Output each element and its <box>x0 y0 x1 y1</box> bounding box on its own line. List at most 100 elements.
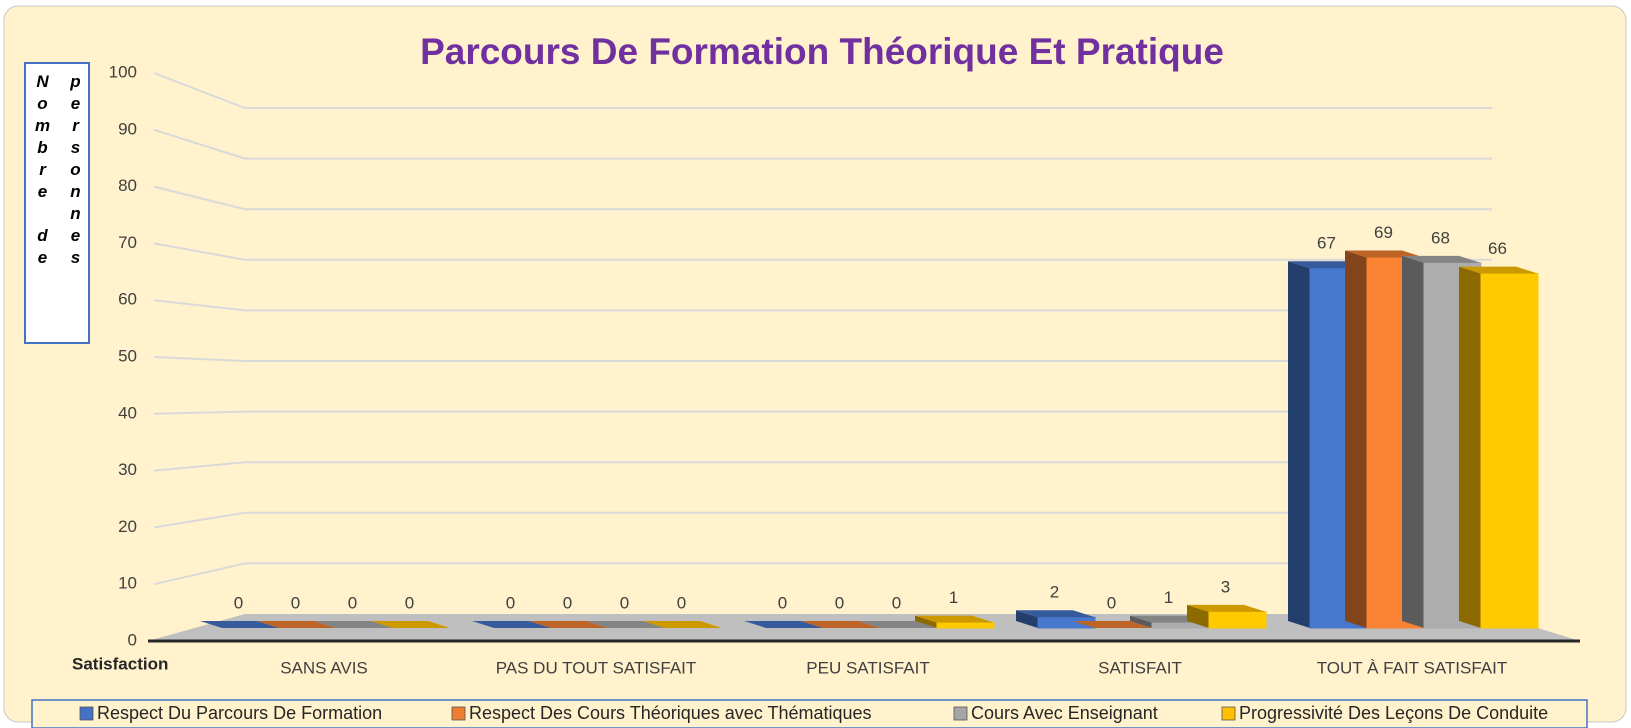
bar-side <box>1345 250 1367 628</box>
value-label: 0 <box>835 593 844 612</box>
value-label: 0 <box>234 593 243 612</box>
legend-swatch <box>79 706 94 721</box>
x-tick-label: PEU SATISFAIT <box>806 658 929 677</box>
legend-label: Respect Du Parcours De Formation <box>97 703 382 723</box>
bar <box>257 621 336 628</box>
bar <box>200 621 279 628</box>
bar-side <box>1130 615 1152 628</box>
value-label: 68 <box>1431 228 1450 247</box>
value-label: 0 <box>563 593 572 612</box>
bar-top <box>1073 621 1152 628</box>
bar-top <box>529 621 608 628</box>
value-label: 1 <box>949 588 958 607</box>
x-tick-label: SATISFAIT <box>1098 658 1182 677</box>
grid-line <box>153 410 1492 415</box>
bar <box>744 621 823 628</box>
legend <box>31 699 1588 728</box>
grid-line <box>153 356 1492 362</box>
bar-top <box>472 621 551 628</box>
y-tick-label: 20 <box>118 517 137 536</box>
value-label: 0 <box>506 593 515 612</box>
legend-swatch <box>1221 706 1236 721</box>
y-tick-label: 30 <box>118 460 137 479</box>
y-tick-label: 0 <box>128 630 137 649</box>
y-tick-label: 50 <box>118 346 137 365</box>
value-label: 67 <box>1317 234 1336 253</box>
bar-top <box>1345 250 1424 258</box>
legend-swatch <box>451 706 466 721</box>
x-axis-label: Satisfaction <box>72 654 168 673</box>
bar-side <box>1288 261 1310 628</box>
bar <box>314 621 393 628</box>
legend-label: Respect Des Cours Théoriques avec Thémat… <box>469 703 872 723</box>
x-tick-label: PAS DU TOUT SATISFAIT <box>496 658 697 677</box>
bar-front <box>936 622 995 629</box>
value-label: 0 <box>892 593 901 612</box>
grid-line <box>153 242 1492 261</box>
bar-side <box>915 615 937 628</box>
legend-label: Cours Avec Enseignant <box>971 703 1158 723</box>
bar-side <box>1459 266 1481 628</box>
grid-line <box>153 299 1492 312</box>
bar-top <box>1016 610 1095 618</box>
chart-title: Parcours De Formation Théorique Et Prati… <box>420 31 1224 72</box>
bar-top <box>200 621 279 628</box>
y-tick-label: 60 <box>118 290 137 309</box>
bar <box>1402 255 1482 629</box>
grid-line <box>153 185 1492 211</box>
bar <box>371 621 450 628</box>
bar-top <box>586 621 665 628</box>
bar-top <box>744 621 823 628</box>
y-tick-label: 40 <box>118 403 137 422</box>
bar <box>1187 604 1267 629</box>
bar <box>1073 621 1152 628</box>
bar <box>529 621 608 628</box>
x-tick-label: TOUT À FAIT SATISFAIT <box>1317 658 1508 677</box>
bar-top <box>314 621 393 628</box>
bar <box>586 621 665 628</box>
bar <box>643 621 722 628</box>
bar <box>1016 610 1096 629</box>
y-tick-label: 90 <box>118 119 137 138</box>
bar <box>858 621 937 628</box>
bar-top <box>915 615 994 623</box>
grid-line <box>153 562 1492 586</box>
bar <box>915 615 995 629</box>
x-tick-label: SANS AVIS <box>280 658 368 677</box>
bar-side <box>1402 255 1424 628</box>
bar-side <box>1016 610 1038 628</box>
bar <box>1459 266 1539 629</box>
legend-swatch <box>953 706 968 721</box>
value-label: 0 <box>291 593 300 612</box>
value-label: 0 <box>348 593 357 612</box>
value-label: 1 <box>1164 588 1173 607</box>
grid-line <box>153 511 1492 529</box>
value-label: 0 <box>677 593 686 612</box>
grid-line <box>153 461 1492 472</box>
value-label: 2 <box>1050 583 1059 602</box>
bar-side <box>1187 604 1209 628</box>
y-axis-label: Nombre de personnes <box>24 62 90 344</box>
bar-top <box>1402 255 1481 263</box>
y-tick-label: 80 <box>118 176 137 195</box>
value-label: 0 <box>405 593 414 612</box>
legend-label: Progressivité Des Leçons De Conduite <box>1239 703 1548 723</box>
bar-top <box>858 621 937 628</box>
value-label: 69 <box>1374 223 1393 242</box>
y-tick-label: 70 <box>118 233 137 252</box>
grid-line <box>153 72 1492 109</box>
bar <box>801 621 880 628</box>
value-label: 0 <box>1107 593 1116 612</box>
bar-top <box>1459 266 1538 274</box>
bar-top <box>257 621 336 628</box>
bar-front <box>1208 611 1267 629</box>
bar <box>472 621 551 628</box>
bar-top <box>801 621 880 628</box>
value-label: 0 <box>778 593 787 612</box>
value-label: 3 <box>1221 577 1230 596</box>
y-tick-label: 10 <box>118 574 137 593</box>
value-label: 0 <box>620 593 629 612</box>
bar-top <box>371 621 450 628</box>
